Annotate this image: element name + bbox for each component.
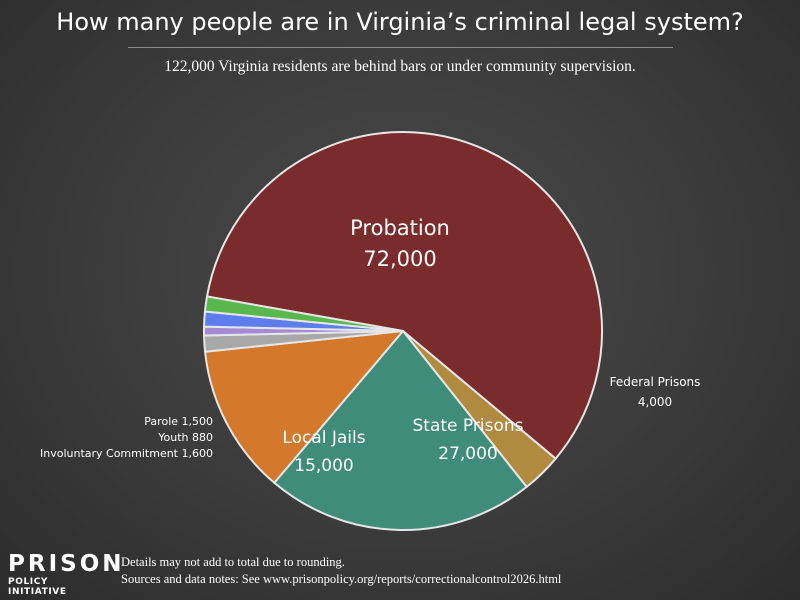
- pie-slices: [203, 131, 603, 531]
- chart-title: How many people are in Virginia’s crimin…: [56, 8, 744, 36]
- logo-wordmark-top: PRISON: [8, 551, 125, 577]
- label-involuntary-commitment: Involuntary Commitment 1,600: [40, 447, 213, 460]
- prison-policy-initiative-logo: PRISON POLICY INITIATIVE: [8, 551, 125, 597]
- footnote-rounding: Details may not add to total due to roun…: [121, 555, 345, 569]
- pie-slice-local-jails: [204, 330, 404, 484]
- label-state-prisons-value: 27,000: [438, 444, 497, 464]
- pie-slice-probation: [206, 131, 603, 460]
- label-parole: Parole 1,500: [144, 415, 213, 428]
- label-state-prisons-name: State Prisons: [413, 416, 524, 436]
- label-federal-prisons-name: Federal Prisons: [610, 375, 701, 389]
- title-divider: [128, 47, 673, 48]
- footnotes: Details may not add to total due to roun…: [121, 554, 561, 588]
- label-local-jails-name: Local Jails: [282, 428, 365, 448]
- label-probation-name: Probation: [350, 216, 450, 240]
- footnote-sources: Sources and data notes: See www.prisonpo…: [121, 572, 562, 586]
- label-youth: Youth 880: [157, 431, 213, 444]
- label-local-jails-value: 15,000: [294, 456, 353, 476]
- pie-slice-unlabeled-7: [203, 295, 404, 332]
- logo-wordmark-bottom: POLICY INITIATIVE: [8, 577, 67, 597]
- label-federal-prisons-value: 4,000: [638, 395, 672, 409]
- label-probation-value: 72,000: [363, 247, 436, 271]
- pie-slice-state-prisons: [273, 330, 528, 531]
- chart-subtitle: 122,000 Virginia residents are behind ba…: [164, 58, 636, 75]
